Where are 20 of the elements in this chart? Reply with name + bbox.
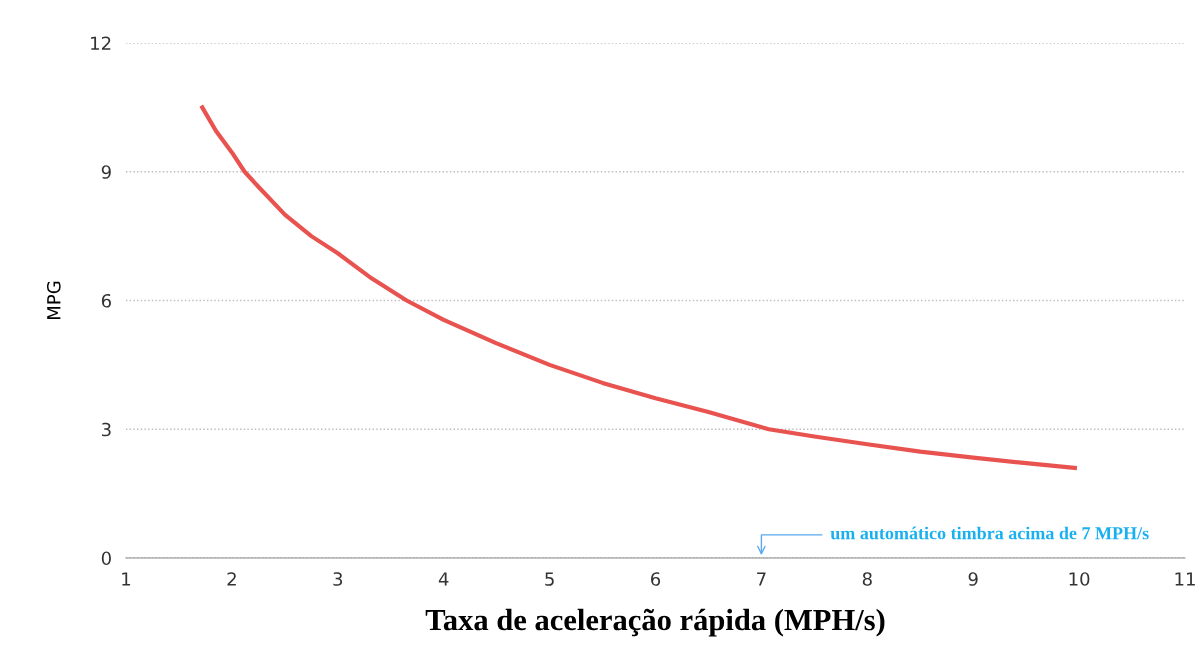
x-tick-label: 9 [968, 572, 978, 586]
y-tick-label: 9 [101, 165, 111, 179]
y-tick-label: 12 [91, 36, 111, 50]
x-tick-label: 4 [438, 572, 449, 586]
y-tick-label: 3 [102, 422, 111, 437]
annotation: um automático timbra acima de 7 MPH/s [830, 526, 1149, 540]
x-tick-label: 7 [757, 572, 766, 586]
y-tick-label: 0 [101, 551, 111, 566]
x-axis-title: Taxa de aceleração rápida (MPH/s) [425, 608, 885, 637]
x-tick-label: 3 [333, 572, 343, 586]
x-tick-label: 2 [227, 572, 236, 586]
x-tick-label: 6 [651, 572, 661, 586]
x-tick-label: 1 [122, 572, 131, 586]
x-tick-label: 5 [545, 572, 554, 586]
x-tick-label: 11 [1175, 572, 1195, 586]
line-series [200, 105, 1077, 470]
x-tick-label: 10 [1069, 572, 1090, 586]
y-tick-label: 6 [101, 293, 111, 308]
y-axis-title: MPG [46, 281, 61, 319]
x-tick-label: 8 [862, 572, 872, 586]
